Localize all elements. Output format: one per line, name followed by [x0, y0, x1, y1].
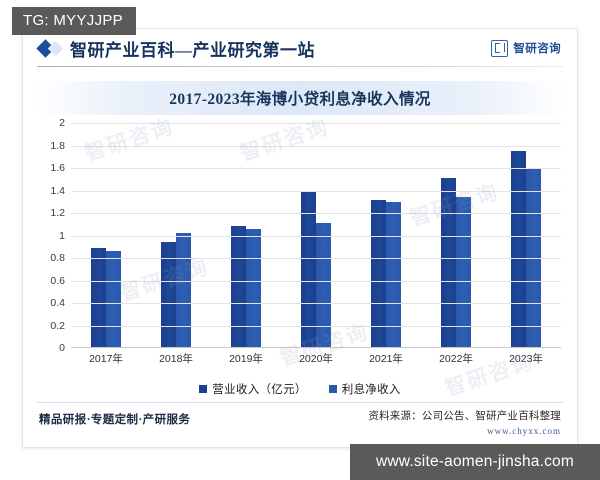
- diamond-ghost-icon: [47, 40, 64, 56]
- x-tick-label: 2019年: [229, 353, 263, 365]
- chart-title: 2017-2023年海博小贷利息净收入情况: [169, 91, 431, 108]
- y-tick-label: 0.6: [50, 274, 65, 287]
- bar-group: [91, 123, 121, 347]
- gridline: [71, 280, 561, 282]
- legend-item[interactable]: 营业收入（亿元）: [199, 381, 306, 397]
- page-title: 智研产业百科—产业研究第一站: [70, 40, 315, 60]
- chart-plot: 2 1.8 1.6 1.4 1.2 1 0.8 0.6 0.4 0.2 0 2017年 2018年 20…: [37, 117, 563, 375]
- x-tick-label: 2023年: [509, 353, 543, 365]
- chart-title-band: 2017-2023年海博小贷利息净收入情况: [35, 81, 565, 115]
- brand-logo: 智研咨询: [491, 39, 561, 57]
- zhiyan-logo-icon: [491, 39, 509, 57]
- plot-grid: [71, 123, 561, 348]
- source-text: 资料来源：公司公告、智研产业百科整理: [368, 411, 561, 422]
- gridline: [71, 190, 561, 192]
- legend-label: 营业收入（亿元）: [212, 384, 307, 396]
- y-tick-label: 1.2: [50, 207, 65, 219]
- y-tick-label: 1.6: [50, 162, 65, 174]
- x-tick-label: 2022年: [439, 353, 473, 365]
- bar-net-interest: [386, 199, 401, 347]
- y-tick-label: 1.4: [50, 184, 65, 197]
- x-tick-label: 2021年: [369, 353, 403, 365]
- gridline: [71, 258, 561, 259]
- bar-revenue: [91, 246, 106, 347]
- tg-watermark-tag: TG: MYYJJPP: [12, 7, 136, 35]
- x-tick-label: 2020年: [299, 353, 333, 365]
- bar-revenue: [231, 223, 246, 347]
- gridline: [71, 325, 561, 327]
- y-tick-label: 1: [59, 229, 65, 242]
- footer-tagline: 精品研报·专题定制·产研服务: [39, 414, 191, 426]
- y-tick-label: 2: [59, 117, 65, 129]
- bar-revenue: [511, 149, 526, 347]
- bar-group: [301, 123, 331, 347]
- bar-group: [441, 123, 471, 347]
- gridline: [71, 123, 561, 124]
- x-tick-label: 2018年: [159, 353, 193, 365]
- bar-revenue: [301, 189, 316, 347]
- gridline: [71, 168, 561, 169]
- bar-group: [161, 123, 191, 347]
- y-tick-label: 1.8: [50, 139, 65, 152]
- y-axis-labels: 2 1.8 1.6 1.4 1.2 1 0.8 0.6 0.4 0.2 0: [37, 117, 69, 354]
- bar-revenue: [441, 176, 456, 347]
- url-watermark-tag: www.site-aomen-jinsha.com: [350, 444, 600, 480]
- legend-label: 利息净收入: [341, 384, 401, 396]
- gridline: [71, 303, 561, 304]
- card-header: 智研产业百科—产业研究第一站 智研咨询: [23, 29, 577, 67]
- gridline: [71, 213, 561, 214]
- header-divider: [37, 66, 563, 67]
- chart-card: 智研产业百科—产业研究第一站 智研咨询 2017-2023年海博小贷利息净收入情…: [22, 28, 578, 448]
- gridline: [71, 145, 561, 147]
- legend-item[interactable]: 利息净收入: [328, 381, 401, 397]
- footer-divider: [37, 402, 563, 403]
- chart-legend: 营业收入（亿元） 利息净收入: [23, 381, 577, 397]
- x-tick-label: 2017年: [89, 353, 123, 365]
- x-axis-labels: 2017年 2018年 2019年 2020年 2021年 2022年 2023年: [71, 351, 561, 366]
- bar-revenue: [161, 240, 176, 347]
- brand-name: 智研咨询: [513, 43, 561, 55]
- y-tick-label: 0.2: [50, 319, 65, 332]
- bar-net-interest: [316, 221, 331, 347]
- bar-net-interest: [176, 231, 191, 347]
- legend-swatch-icon: [199, 385, 208, 393]
- y-tick-label: 0: [59, 342, 65, 354]
- card-footer: 精品研报·专题定制·产研服务 资料来源：公司公告、智研产业百科整理 www.ch…: [39, 405, 561, 439]
- y-tick-label: 0.8: [50, 252, 65, 264]
- bar-net-interest: [246, 226, 261, 347]
- legend-swatch-icon: [328, 385, 337, 393]
- footer-source-block: 资料来源：公司公告、智研产业百科整理 www.chyxx.com: [368, 405, 561, 436]
- bar-net-interest: [106, 249, 121, 347]
- bar-net-interest: [456, 195, 471, 347]
- source-url: www.chyxx.com: [487, 426, 561, 436]
- y-tick-label: 0.4: [50, 297, 65, 309]
- gridline: [71, 235, 561, 237]
